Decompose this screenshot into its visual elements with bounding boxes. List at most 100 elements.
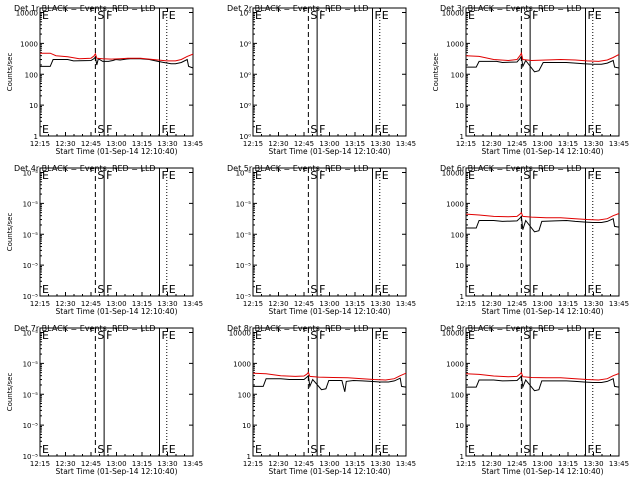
x-tick-label: 12:15 xyxy=(456,140,476,148)
marker-label-bottom: F xyxy=(532,123,538,136)
marker-label-bottom: E xyxy=(468,283,475,296)
plot-frame xyxy=(465,167,620,297)
x-tick-label: 12:15 xyxy=(243,460,263,468)
marker-label-top: E xyxy=(42,9,49,22)
x-tick-label: 13:30 xyxy=(157,460,177,468)
x-tick-label: 12:15 xyxy=(456,300,476,308)
marker-label-top: E xyxy=(169,169,176,182)
x-tick-label: 13:45 xyxy=(396,300,416,308)
marker-label-top: E xyxy=(595,169,602,182)
y-tick-label: 1000 xyxy=(20,40,38,48)
marker-label-bottom: E xyxy=(42,443,49,456)
x-axis-label: Start Time (01-Sep-14 12:10:40) xyxy=(56,467,178,476)
marker-label-bottom: S xyxy=(310,123,317,136)
x-tick-label: 13:30 xyxy=(370,300,390,308)
marker-label-bottom: F xyxy=(161,283,167,296)
marker-label-top: F xyxy=(161,329,167,342)
marker-label-bottom: S xyxy=(523,443,530,456)
marker-label-top: E xyxy=(468,329,475,342)
marker-label-bottom: E xyxy=(468,443,475,456)
marker-label-bottom: F xyxy=(374,283,380,296)
x-tick-label: 13:30 xyxy=(370,460,390,468)
marker-label-top: F xyxy=(319,169,325,182)
marker-label-top: S xyxy=(310,169,317,182)
panel-title: Det 2r BLACK = Events, RED = LLD xyxy=(227,4,369,13)
x-axis-label: Start Time (01-Sep-14 12:10:40) xyxy=(482,147,604,156)
panel-det-4: Det 4r BLACK = Events, RED = LLD10⁻⁵10⁻⁵… xyxy=(6,164,203,316)
marker-label-bottom: E xyxy=(382,443,389,456)
y-tick-label: 10⁰ xyxy=(239,71,251,79)
marker-label-top: E xyxy=(595,9,602,22)
y-tick-label: 1000 xyxy=(233,360,251,368)
y-tick-label: 10 xyxy=(29,102,38,110)
y-tick-label: 10 xyxy=(455,422,464,430)
marker-label-bottom: E xyxy=(382,123,389,136)
panel-det-6: Det 6r BLACK = Events, RED = LLD 1 10 100 10… xyxy=(440,164,629,316)
marker-label-top: F xyxy=(587,9,593,22)
panel-det-2: Det 2r BLACK = Events, RED = LLD10⁰10⁰10… xyxy=(227,4,416,156)
marker-label-top: S xyxy=(310,329,317,342)
marker-label-top: F xyxy=(106,169,112,182)
plot-frame xyxy=(39,327,194,457)
y-tick-label: 10000 xyxy=(229,330,251,338)
plot-frame xyxy=(252,7,407,137)
y-tick-label: 10 xyxy=(455,102,464,110)
x-tick-label: 13:00 xyxy=(532,300,552,308)
marker-label-bottom: S xyxy=(97,123,104,136)
y-tick-label: 10000 xyxy=(442,170,464,178)
y-axis-label: Counts/sec xyxy=(6,213,14,252)
y-tick-label: 10⁻⁵ xyxy=(23,231,39,239)
y-tick-label: 10000 xyxy=(442,10,464,18)
x-tick-label: 13:45 xyxy=(609,140,629,148)
series-lld-line xyxy=(40,52,194,62)
y-tick-label: 1000 xyxy=(446,40,464,48)
x-tick-label: 12:15 xyxy=(30,140,50,148)
x-tick-label: 12:30 xyxy=(481,460,501,468)
x-tick-label: 13:30 xyxy=(157,300,177,308)
x-tick-label: 12:45 xyxy=(81,460,101,468)
x-tick-label: 13:15 xyxy=(558,460,578,468)
x-tick-label: 12:30 xyxy=(55,140,75,148)
marker-label-bottom: F xyxy=(532,443,538,456)
marker-label-bottom: S xyxy=(310,443,317,456)
x-tick-label: 13:15 xyxy=(558,300,578,308)
marker-label-bottom: E xyxy=(255,283,262,296)
series-events-line xyxy=(40,56,194,69)
plot-frame xyxy=(39,7,194,137)
x-tick-label: 13:00 xyxy=(106,140,126,148)
marker-label-bottom: F xyxy=(161,443,167,456)
marker-label-top: E xyxy=(595,329,602,342)
marker-label-bottom: F xyxy=(587,123,593,136)
x-axis-label: Start Time (01-Sep-14 12:10:40) xyxy=(56,147,178,156)
y-tick-label: 10000 xyxy=(16,10,38,18)
y-tick-label: 10⁻⁵ xyxy=(23,453,39,461)
x-tick-label: 13:15 xyxy=(132,300,152,308)
marker-label-top: E xyxy=(382,169,389,182)
y-tick-label: 10⁻⁵ xyxy=(236,231,252,239)
y-tick-label: 1 xyxy=(34,133,38,141)
panel-title: Det 3r BLACK = Events, RED = LLD xyxy=(440,4,582,13)
x-tick-label: 13:15 xyxy=(558,140,578,148)
y-tick-label: 10 xyxy=(242,422,251,430)
marker-label-top: E xyxy=(382,9,389,22)
marker-label-bottom: E xyxy=(255,123,262,136)
marker-label-top: S xyxy=(97,169,104,182)
panel-det-8: Det 8r BLACK = Events, RED = LLD 1 10 100 10… xyxy=(227,324,416,476)
panel-title: Det 4r BLACK = Events, RED = LLD xyxy=(14,164,156,173)
x-tick-label: 12:30 xyxy=(268,140,288,148)
marker-label-bottom: F xyxy=(587,283,593,296)
x-tick-label: 12:30 xyxy=(268,460,288,468)
panel-title: Det 7r BLACK = Events, RED = LLD xyxy=(14,324,156,333)
x-tick-label: 12:30 xyxy=(55,300,75,308)
y-tick-label: 1 xyxy=(247,453,251,461)
series-lld-line xyxy=(465,211,620,221)
marker-label-top: F xyxy=(161,9,167,22)
y-tick-label: 10⁰ xyxy=(239,10,251,18)
x-axis-label: Start Time (01-Sep-14 12:10:40) xyxy=(269,307,391,316)
marker-label-top: F xyxy=(161,169,167,182)
marker-label-top: S xyxy=(97,329,104,342)
y-tick-label: 100 xyxy=(238,391,251,399)
marker-label-bottom: S xyxy=(310,283,317,296)
series-events-line xyxy=(466,55,620,73)
